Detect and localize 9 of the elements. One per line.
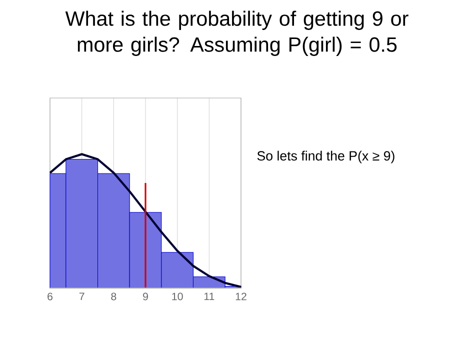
x-tick-label: 9 [143,292,148,300]
x-tick-label: 11 [204,292,214,300]
x-tick-label: 8 [111,292,116,300]
chart-title: What is the probability of getting 9 or more girls? Assuming P(girl) = 0.5 [65,10,408,56]
x-tick-label: 10 [172,292,183,300]
x-tick-label: 12 [236,292,246,300]
text: So lets find the P(x ≥ 9) [257,150,394,164]
x-tick-label: 6 [48,292,52,300]
x-tick-label: 7 [79,292,84,300]
